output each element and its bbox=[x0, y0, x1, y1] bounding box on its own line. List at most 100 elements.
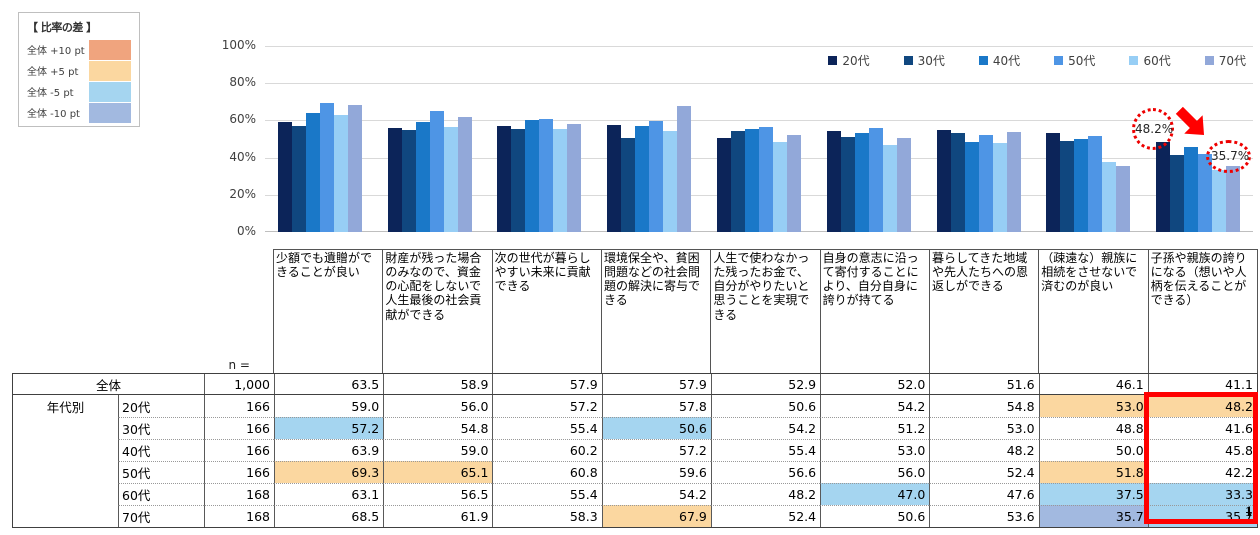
down-right-arrow-icon bbox=[1175, 106, 1205, 136]
bar-40代-cat9 bbox=[1184, 146, 1199, 232]
annotation-ellipse-end bbox=[1206, 140, 1251, 173]
bar-40代-cat2 bbox=[415, 122, 430, 232]
chart-y-axis: 0% 20% 40% 60% 80% 100% bbox=[200, 38, 256, 238]
row-group-label: 年代別 bbox=[46, 399, 85, 415]
y-axis-tick-label: 0% bbox=[236, 224, 256, 238]
table-cell: 35.7 bbox=[1038, 505, 1148, 527]
chart-plot bbox=[265, 46, 1253, 232]
annotation-start-value: 48.2% bbox=[1135, 122, 1174, 136]
column-header-7: 暮らしてきた地域や先人たちへの恩返しができる bbox=[928, 250, 1038, 373]
table-cell: 51.2 bbox=[820, 417, 930, 439]
table-cell: 57.2 bbox=[492, 395, 601, 417]
bar-40代-cat3 bbox=[525, 120, 540, 232]
series-legend-item: 70代 bbox=[1204, 52, 1246, 69]
bar-40代-cat6 bbox=[854, 133, 869, 232]
bar-40代-cat7 bbox=[964, 142, 979, 232]
diff-legend-item-label: 全体 -5 pt bbox=[27, 88, 74, 99]
diff-legend-swatch bbox=[89, 82, 131, 102]
series-legend-item: 20代 bbox=[828, 52, 870, 69]
table-cell: 52.0 bbox=[820, 374, 929, 394]
bar-50代-cat7 bbox=[978, 134, 993, 232]
bar-50代-cat5 bbox=[759, 126, 774, 232]
table-cell: 54.8 bbox=[929, 395, 1038, 417]
series-legend-label: 60代 bbox=[1143, 54, 1171, 68]
table-cell: 63.5 bbox=[274, 374, 383, 394]
column-header-3: 次の世代が暮らしやすい未来に貢献できる bbox=[491, 250, 601, 373]
table-cell: 54.2 bbox=[601, 483, 711, 505]
bar-group-8 bbox=[1033, 46, 1143, 232]
bar-group-9 bbox=[1143, 46, 1253, 232]
table-row-60代: 60代 168 63.1 56.5 55.4 54.2 48.2 47.0 47.6 37.5 33… bbox=[13, 483, 1257, 505]
table-cell: 42.2 bbox=[1147, 461, 1257, 483]
table-column-headers: 少額でも遺贈ができることが良い 財産が残った場合のみなので、資金の心配をしないで人… bbox=[273, 249, 1258, 373]
y-axis-tick-label: 60% bbox=[229, 112, 256, 127]
table-cell: 50.6 bbox=[601, 417, 711, 439]
bar-50代-cat2 bbox=[429, 110, 444, 232]
bar-40代-cat8 bbox=[1074, 139, 1089, 232]
diff-legend-items: 全体 +10 pt 全体 +5 pt 全体 -5 pt 全体 -10 pt bbox=[27, 39, 139, 123]
bar-40代-cat1 bbox=[305, 113, 320, 232]
table-cell: 41.1 bbox=[1147, 374, 1257, 394]
table-cell: 50.0 bbox=[1038, 439, 1148, 461]
bar-20代-cat5 bbox=[717, 137, 732, 232]
bar-70代-cat5 bbox=[787, 134, 802, 232]
bar-30代-cat8 bbox=[1060, 141, 1075, 232]
n-value: 166 bbox=[204, 395, 274, 417]
series-legend-label: 20代 bbox=[842, 54, 870, 68]
diff-legend: 【 比率の差 】 全体 +10 pt 全体 +5 pt 全体 -5 pt 全体 -10… bbox=[18, 12, 140, 127]
table-row-30代: 30代 166 57.2 54.8 55.4 50.6 54.2 51.2 53.0 48.8 41… bbox=[13, 417, 1257, 439]
table-cell: 51.8 bbox=[1038, 461, 1148, 483]
bar-group-3 bbox=[485, 46, 595, 232]
bar-40代-cat5 bbox=[745, 128, 760, 232]
table-cell: 61.9 bbox=[383, 505, 493, 527]
table-cell: 53.0 bbox=[929, 417, 1039, 439]
bar-60代-cat4 bbox=[663, 131, 678, 232]
bar-50代-cat9 bbox=[1198, 153, 1213, 232]
table-cell: 46.1 bbox=[1038, 374, 1148, 394]
table-cell: 56.0 bbox=[820, 461, 930, 483]
n-value: 168 bbox=[204, 483, 274, 505]
table-cell: 56.0 bbox=[383, 395, 492, 417]
gridline bbox=[265, 46, 1253, 47]
bar-20代-cat1 bbox=[277, 122, 292, 232]
bar-group-5 bbox=[704, 46, 814, 232]
row-label: 70代 bbox=[118, 505, 204, 527]
table-cell: 33.3 bbox=[1147, 483, 1257, 505]
bar-70代-cat8 bbox=[1116, 165, 1131, 232]
bar-70代-cat4 bbox=[677, 105, 692, 232]
bar-group-6 bbox=[814, 46, 924, 232]
bar-50代-cat4 bbox=[649, 121, 664, 232]
bar-30代-cat5 bbox=[731, 131, 746, 232]
bar-40代-cat4 bbox=[635, 125, 650, 232]
series-legend-marker bbox=[1204, 56, 1214, 65]
n-value: 166 bbox=[204, 417, 274, 439]
bar-20代-cat4 bbox=[607, 124, 622, 232]
column-header-5: 人生で使わなかった残ったお金で、自分がやりたいと思うことを実現できる bbox=[710, 250, 819, 373]
table-cell: 54.2 bbox=[820, 395, 929, 417]
row-label: 40代 bbox=[118, 439, 204, 461]
table-cell: 48.8 bbox=[1038, 417, 1148, 439]
series-legend-item: 60代 bbox=[1129, 52, 1171, 69]
bar-30代-cat1 bbox=[291, 125, 306, 232]
n-value: 166 bbox=[204, 461, 274, 483]
bar-60代-cat8 bbox=[1102, 162, 1117, 232]
table-body: 全体 1,000 63.5 58.9 57.9 57.9 52.9 52.0 51.6 46.1 4… bbox=[12, 373, 1258, 528]
row-label: 30代 bbox=[118, 417, 204, 439]
table-cell: 37.5 bbox=[1038, 483, 1148, 505]
column-header-6: 自身の意志に沿って寄付することにより、自分自身に誇りが持てる bbox=[819, 250, 929, 373]
diff-legend-swatch bbox=[89, 103, 131, 123]
diff-legend-swatch bbox=[89, 40, 131, 60]
table-cell: 47.0 bbox=[820, 483, 930, 505]
table-cell: 55.4 bbox=[492, 417, 602, 439]
table-cell: 59.0 bbox=[383, 439, 493, 461]
table-cell: 67.9 bbox=[601, 505, 711, 527]
bar-group-2 bbox=[375, 46, 485, 232]
bar-20代-cat6 bbox=[826, 131, 841, 232]
series-legend-marker bbox=[1054, 56, 1064, 65]
table-cell: 57.2 bbox=[274, 417, 384, 439]
table-cell: 53.6 bbox=[929, 505, 1039, 527]
table-cell: 57.2 bbox=[601, 439, 711, 461]
table-cell: 56.5 bbox=[383, 483, 493, 505]
table-row-overall: 全体 1,000 63.5 58.9 57.9 57.9 52.9 52.0 51.6 46.1 4… bbox=[13, 374, 1257, 395]
bar-30代-cat9 bbox=[1170, 154, 1185, 232]
